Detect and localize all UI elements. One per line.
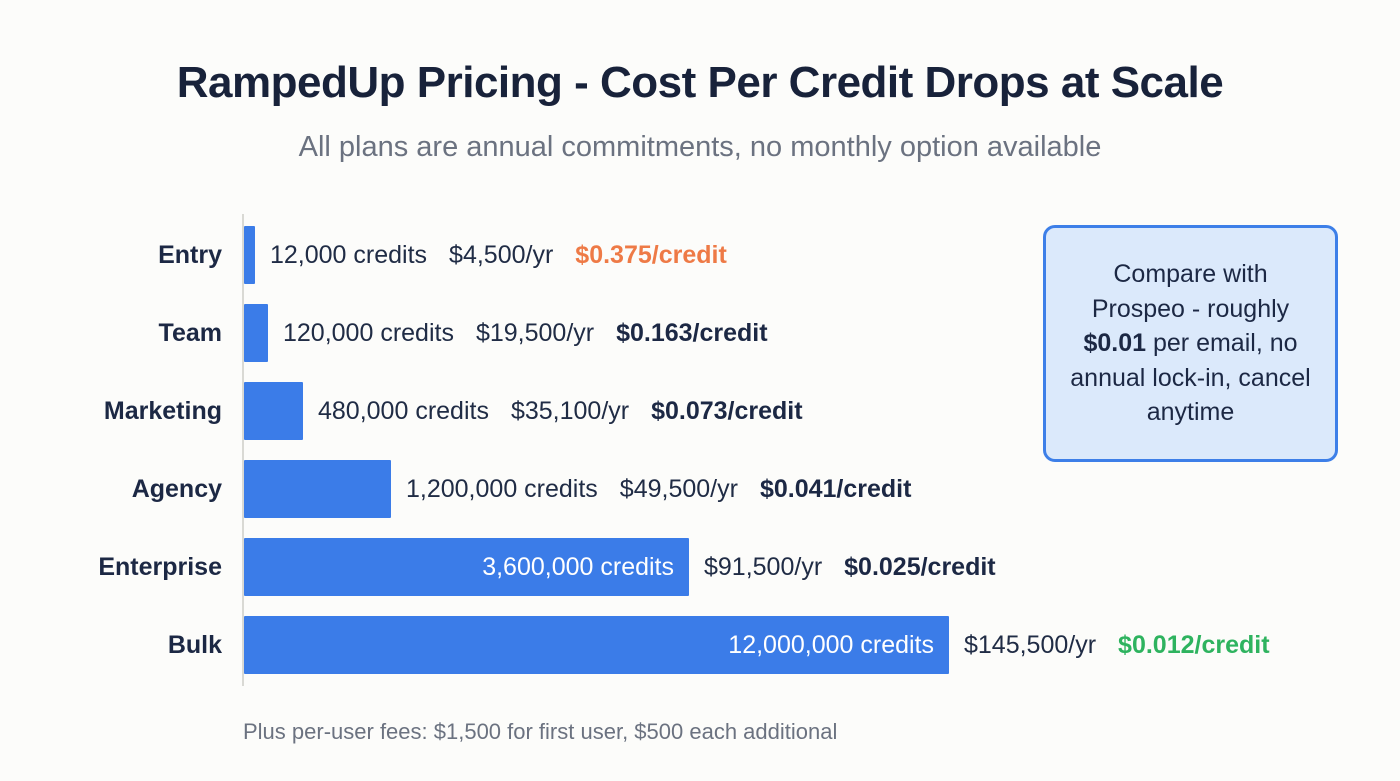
chart-row: Agency 1,200,000 credits 1,200,000 credi… — [0, 450, 1400, 528]
bar-zone: 12,000 credits 12,000 credits $4,500/yr … — [244, 226, 727, 284]
page-title: RampedUp Pricing - Cost Per Credit Drops… — [176, 58, 1224, 107]
row-label: Agency — [131, 474, 222, 503]
bar-chart: Entry 12,000 credits 12,000 credits $4,5… — [0, 214, 1400, 686]
bar: 480,000 credits — [244, 382, 303, 440]
chart-row: Marketing 480,000 credits 480,000 credit… — [0, 372, 1400, 450]
row-label: Bulk — [167, 630, 222, 659]
page-subtitle: All plans are annual commitments, no mon… — [298, 131, 1102, 163]
bar-zone: 12,000,000 credits 12,000,000 credits $1… — [244, 616, 1270, 674]
row-values: 120,000 credits $19,500/yr $0.163/credit — [283, 319, 768, 348]
chart-rows: Entry 12,000 credits 12,000 credits $4,5… — [0, 216, 1400, 684]
price-per-year: $91,500/yr — [704, 552, 823, 581]
row-label: Enterprise — [98, 552, 222, 581]
y-axis-line — [242, 214, 244, 686]
cost-per-credit: $0.073/credit — [651, 396, 803, 425]
per-user-fees-footnote: Plus per-user fees: $1,500 for first use… — [243, 719, 838, 744]
bar: 120,000 credits — [244, 304, 268, 362]
credits-label: 1,200,000 credits — [406, 474, 598, 503]
callout-text-pre: Compare with Prospeo - roughly — [1091, 260, 1290, 323]
bar: 12,000,000 credits — [244, 616, 949, 674]
row-label: Entry — [158, 240, 222, 269]
credits-label: 480,000 credits — [318, 396, 489, 425]
price-per-year: $49,500/yr — [619, 474, 738, 503]
cost-per-credit: $0.025/credit — [844, 552, 996, 581]
comparison-callout-text: Compare with Prospeo - roughly $0.01 per… — [1064, 257, 1317, 430]
bar-zone: 3,600,000 credits 3,600,000 credits $91,… — [244, 538, 996, 596]
cost-per-credit: $0.163/credit — [616, 318, 768, 347]
row-values: 12,000 credits $4,500/yr $0.375/credit — [270, 241, 727, 270]
bar-zone: 480,000 credits 480,000 credits $35,100/… — [244, 382, 803, 440]
bar-zone: 1,200,000 credits 1,200,000 credits $49,… — [244, 460, 911, 518]
chart-row: Entry 12,000 credits 12,000 credits $4,5… — [0, 216, 1400, 294]
price-per-year: $19,500/yr — [475, 318, 595, 347]
cost-per-credit: $0.012/credit — [1118, 630, 1270, 659]
bar: 3,600,000 credits — [244, 538, 689, 596]
bar: 1,200,000 credits — [244, 460, 391, 518]
callout-text-bold: $0.01 — [1083, 329, 1147, 358]
credits-label-inside: 12,000,000 credits — [728, 630, 934, 659]
comparison-callout: Compare with Prospeo - roughly $0.01 per… — [1043, 225, 1338, 462]
credits-label: 12,000 credits — [270, 240, 428, 269]
credits-label: 120,000 credits — [283, 318, 454, 347]
callout-text-post: per email, no annual lock-in, cancel any… — [1070, 329, 1311, 427]
row-values: 1,200,000 credits $49,500/yr $0.041/cred… — [406, 475, 911, 504]
row-values: 12,000,000 credits $145,500/yr $0.012/cr… — [964, 631, 1270, 660]
cost-per-credit: $0.041/credit — [759, 474, 912, 503]
chart-row: Bulk 12,000,000 credits 12,000,000 credi… — [0, 606, 1400, 684]
price-per-year: $4,500/yr — [449, 240, 554, 269]
bar-zone: 120,000 credits 120,000 credits $19,500/… — [244, 304, 768, 362]
row-values: 480,000 credits $35,100/yr $0.073/credit — [318, 397, 803, 426]
bar: 12,000 credits — [244, 226, 255, 284]
price-per-year: $145,500/yr — [964, 630, 1097, 659]
chart-row: Enterprise 3,600,000 credits 3,600,000 c… — [0, 528, 1400, 606]
price-per-year: $35,100/yr — [510, 396, 630, 425]
credits-label-inside: 3,600,000 credits — [482, 552, 674, 581]
cost-per-credit: $0.375/credit — [575, 240, 727, 269]
row-label: Marketing — [103, 396, 222, 425]
row-label: Team — [158, 318, 222, 347]
chart-row: Team 120,000 credits 120,000 credits $19… — [0, 294, 1400, 372]
row-values: 3,600,000 credits $91,500/yr $0.025/cred… — [704, 553, 996, 582]
